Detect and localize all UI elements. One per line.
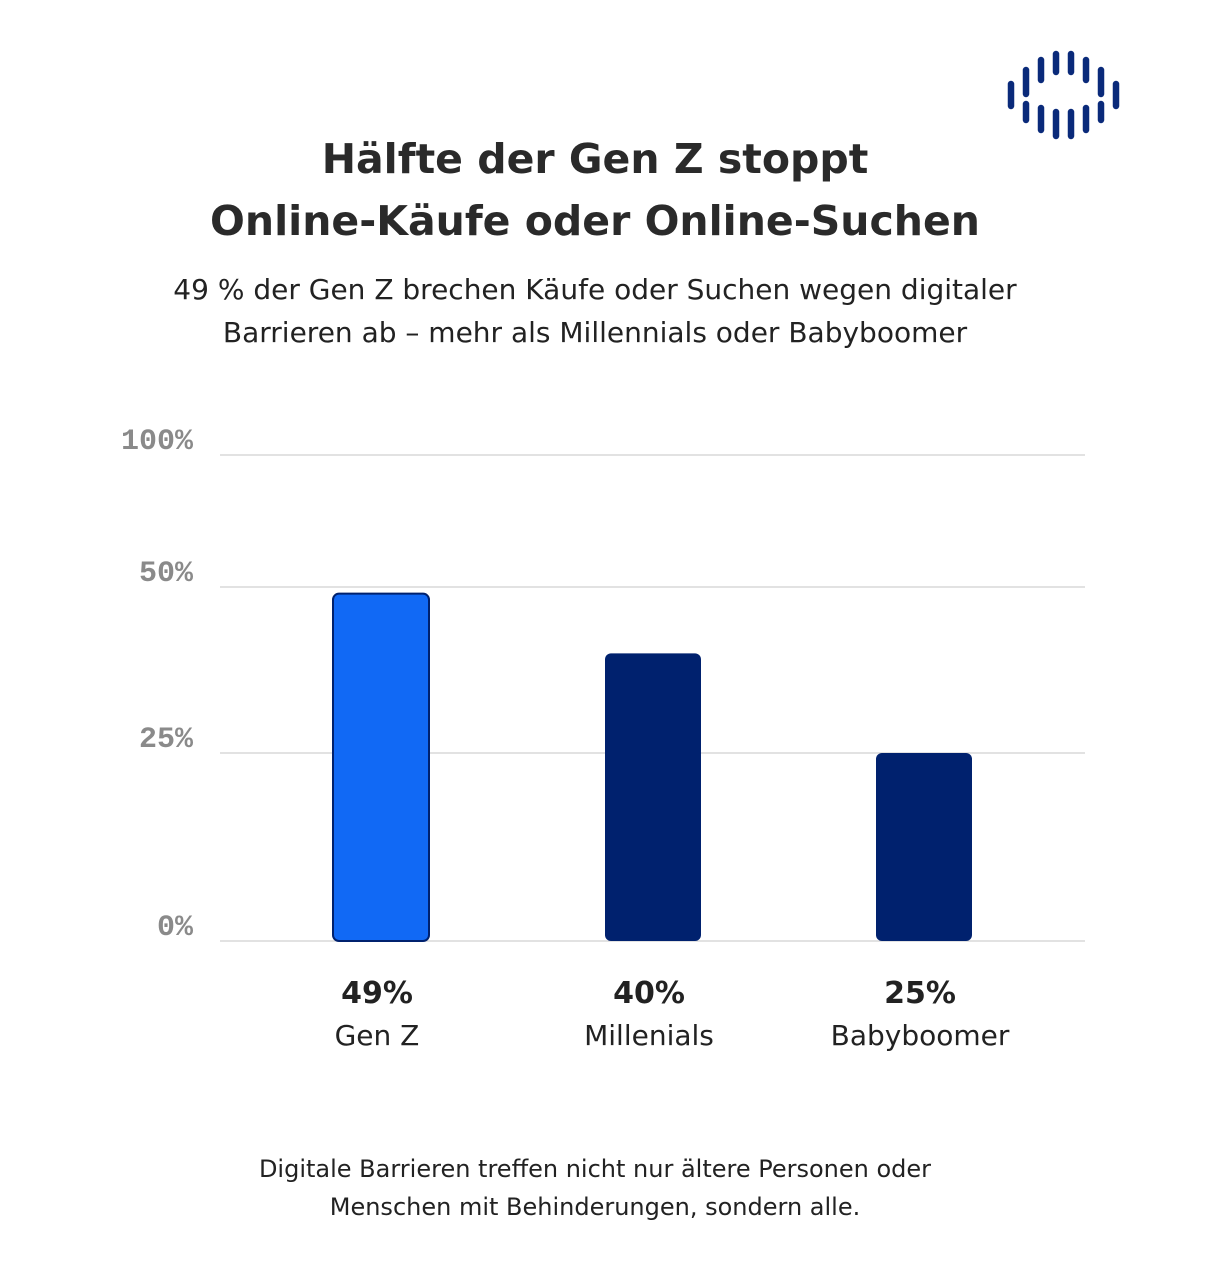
bar-chart: 0% 25% 50% 100% 49% Gen Z 40% Millenials 25% Baby… (121, 425, 1085, 1052)
chart-title-line-1: Hälfte der Gen Z stoppt (321, 135, 869, 183)
bar-value-label: 40% (613, 976, 685, 1011)
x-category-label: Millenials (584, 1019, 714, 1052)
chart-title: Hälfte der Gen Z stoppt Online-Käufe ode… (0, 128, 1190, 252)
bar-babyboomer (876, 753, 972, 941)
y-tick-label: 50% (139, 557, 194, 591)
bar-value-label: 49% (341, 976, 413, 1011)
x-category-label: Gen Z (335, 1019, 420, 1052)
y-tick-label: 25% (139, 723, 194, 757)
chart-subtitle-line-1: 49 % der Gen Z brechen Käufe oder Suchen… (173, 273, 1017, 306)
chart-subtitle-line-2: Barrieren ab – mehr als Millennials oder… (222, 316, 968, 349)
y-tick-label: 100% (121, 425, 194, 459)
chart-subtitle: 49 % der Gen Z brechen Käufe oder Suchen… (0, 268, 1190, 354)
y-tick-label: 0% (157, 911, 194, 945)
chart-title-line-2: Online-Käufe oder Online-Suchen (210, 197, 980, 245)
x-category-label: Babyboomer (831, 1019, 1010, 1052)
logo-bars (1007, 50, 1120, 140)
bar-value-label: 25% (884, 976, 956, 1011)
footer-note-line-2: Menschen mit Behinderungen, sondern alle… (329, 1193, 861, 1221)
bar-gen-z (332, 592, 430, 942)
footer-note-line-1: Digitale Barrieren treffen nicht nur ält… (258, 1155, 932, 1183)
sound-wave-logo-icon (1007, 50, 1120, 140)
footer-note: Digitale Barrieren treffen nicht nur ält… (0, 1150, 1190, 1226)
bar-millenials (605, 653, 701, 941)
